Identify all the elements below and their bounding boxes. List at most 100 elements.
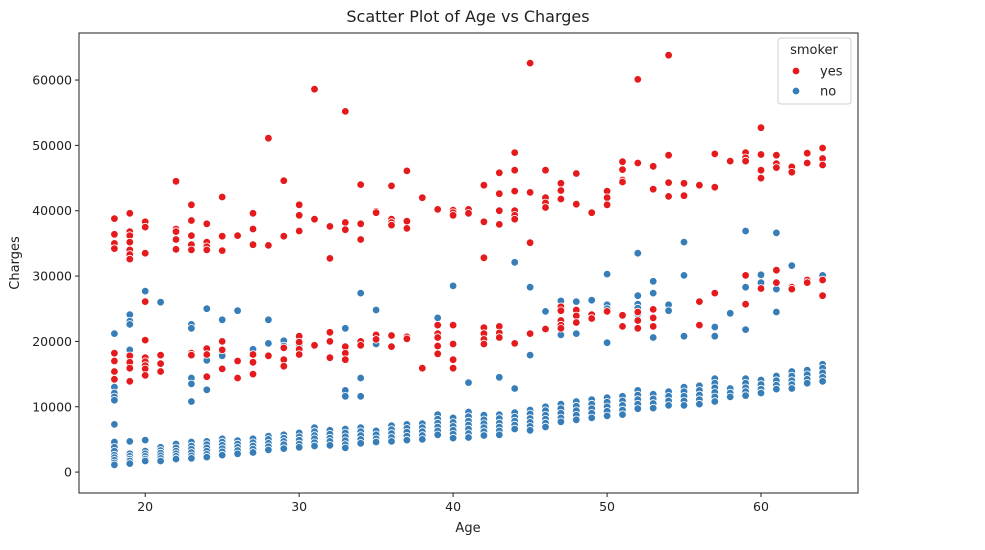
data-point [787, 384, 796, 393]
data-point [649, 403, 658, 413]
data-point [433, 333, 442, 342]
data-point [202, 372, 211, 381]
data-point [633, 158, 642, 168]
x-axis: 20 30 40 50 60 [137, 493, 769, 514]
data-point [187, 350, 196, 360]
data-point [602, 269, 612, 279]
data-point [448, 433, 458, 443]
data-point [448, 320, 458, 330]
data-point [525, 188, 535, 197]
data-point [217, 337, 227, 346]
data-point [510, 165, 519, 175]
data-point [402, 435, 412, 445]
data-point [679, 237, 689, 247]
data-point [140, 435, 150, 445]
data-point [140, 297, 150, 306]
data-point [356, 341, 365, 350]
data-point [110, 356, 119, 366]
data-point [572, 169, 581, 178]
data-point [356, 219, 365, 228]
data-point [649, 313, 658, 323]
data-point [726, 392, 735, 402]
data-point [587, 314, 596, 323]
data-point [356, 288, 365, 298]
data-point [602, 338, 612, 347]
data-point [295, 200, 304, 209]
data-point [818, 291, 827, 300]
data-point [264, 133, 273, 143]
data-point [726, 309, 735, 318]
data-point [171, 235, 181, 244]
legend-title: smoker [790, 43, 838, 58]
data-point [664, 150, 673, 160]
data-point [556, 186, 566, 195]
data-point [248, 209, 258, 218]
data-point [772, 384, 781, 394]
data-point [679, 271, 689, 280]
data-point [448, 281, 458, 291]
data-point [448, 211, 458, 220]
y-axis: 0 10000 20000 30000 40000 50000 60000 [32, 73, 79, 480]
data-point [741, 325, 750, 334]
data-point [510, 186, 519, 196]
data-point [387, 331, 396, 340]
data-point [233, 306, 242, 315]
data-point [279, 343, 288, 353]
data-point [479, 217, 489, 226]
data-point [110, 396, 119, 405]
data-point [649, 288, 658, 298]
data-point [664, 192, 673, 201]
data-point [649, 322, 658, 331]
data-point [140, 248, 150, 258]
data-point [279, 176, 288, 185]
data-point [741, 271, 750, 280]
x-tick-label: 60 [753, 499, 769, 514]
data-point [495, 220, 504, 229]
data-point [633, 248, 642, 258]
data-point [248, 224, 258, 234]
data-point [448, 355, 458, 364]
data-point [402, 166, 412, 176]
data-point [156, 367, 165, 376]
data-point [679, 179, 689, 188]
data-point [679, 332, 689, 341]
data-point [202, 385, 211, 394]
data-point [356, 235, 365, 244]
data-point [695, 320, 704, 330]
data-point [541, 203, 550, 212]
data-point [140, 335, 150, 345]
data-point [803, 158, 812, 168]
data-point [341, 324, 350, 333]
data-point [756, 270, 766, 279]
data-point [525, 58, 535, 68]
data-point [756, 173, 766, 183]
data-point [140, 371, 150, 380]
y-tick-label: 20000 [32, 334, 72, 349]
data-point [387, 342, 396, 351]
data-point [110, 460, 119, 470]
data-point [633, 307, 642, 317]
x-tick-label: 30 [291, 499, 307, 514]
data-point [295, 350, 304, 359]
data-point [187, 216, 196, 225]
data-point [525, 238, 535, 247]
data-point [125, 320, 134, 329]
data-point [433, 341, 442, 351]
data-point [356, 180, 365, 189]
data-point [356, 373, 365, 383]
data-point [803, 379, 812, 388]
data-point [295, 211, 304, 220]
data-point [633, 316, 642, 325]
data-point [356, 439, 365, 448]
data-point [325, 328, 335, 337]
data-point [572, 297, 581, 306]
data-point [695, 399, 704, 409]
data-point [741, 391, 750, 400]
data-point [187, 324, 196, 333]
data-point [187, 245, 196, 255]
data-point [448, 339, 458, 349]
legend-label-yes: yes [820, 65, 843, 80]
data-point [125, 377, 134, 386]
data-point [741, 156, 750, 166]
data-point [572, 329, 581, 338]
